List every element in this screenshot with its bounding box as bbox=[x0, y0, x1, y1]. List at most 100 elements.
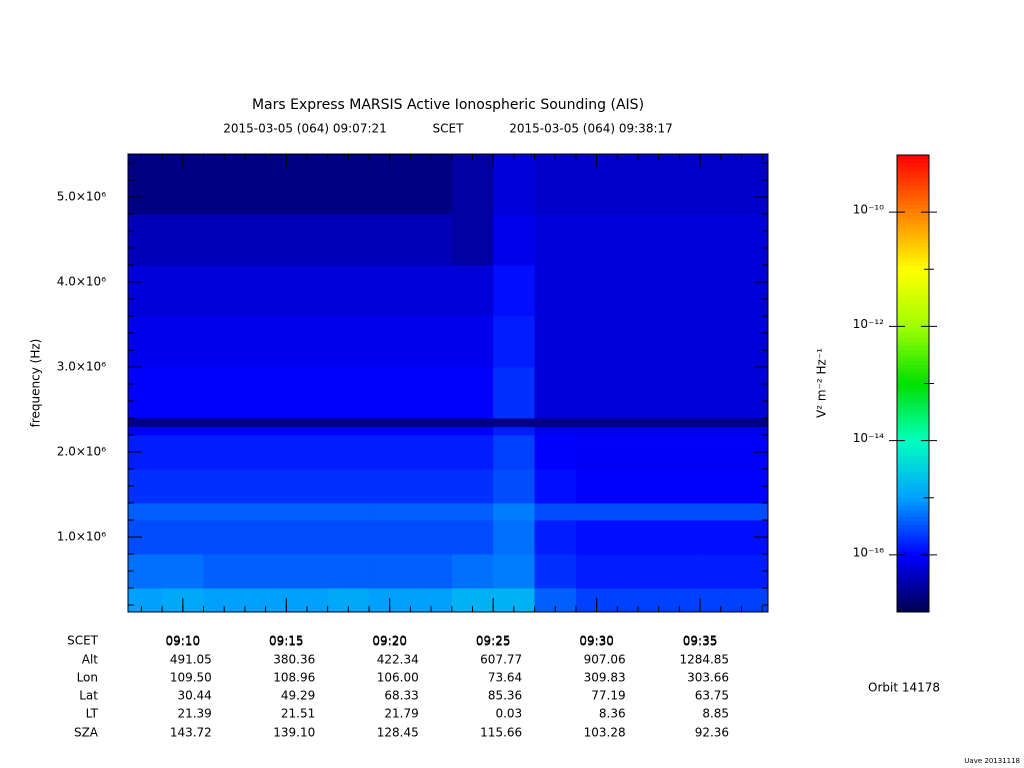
x-tick-label: 09:20 bbox=[372, 635, 407, 649]
colorbar-segment bbox=[897, 185, 929, 190]
ephemeris-time: 09:10 bbox=[166, 634, 201, 648]
colorbar-segment bbox=[897, 181, 929, 186]
heatmap-cell bbox=[128, 588, 163, 613]
ephemeris-value: 103.28 bbox=[584, 726, 626, 740]
colorbar-segment bbox=[897, 170, 929, 175]
heatmap-cell bbox=[244, 418, 287, 427]
colorbar-segment bbox=[897, 391, 929, 396]
colorbar-segment bbox=[897, 493, 929, 499]
heatmap-cell bbox=[162, 435, 204, 470]
heatmap-cell bbox=[617, 554, 660, 589]
heatmap-cell bbox=[162, 554, 204, 589]
heatmap-cell bbox=[286, 367, 329, 419]
heatmap-cell bbox=[327, 214, 370, 266]
heatmap-cell bbox=[617, 426, 660, 436]
heatmap-cell bbox=[451, 520, 494, 555]
colorbar-segment bbox=[897, 242, 929, 247]
heatmap-cell bbox=[575, 469, 618, 504]
heatmap-cell bbox=[203, 435, 246, 470]
heatmap-cell bbox=[286, 154, 329, 215]
ephemeris-label: LT bbox=[86, 707, 99, 721]
colorbar-segment bbox=[897, 535, 929, 541]
colorbar-segment bbox=[897, 608, 929, 613]
heatmap-cell bbox=[617, 469, 660, 504]
heatmap-cell bbox=[203, 418, 246, 427]
heatmap-cell bbox=[410, 214, 453, 266]
heatmap-cell bbox=[700, 435, 742, 470]
heatmap-cell bbox=[617, 154, 660, 215]
heatmap-cell bbox=[369, 520, 411, 555]
colorbar-segment bbox=[897, 341, 929, 346]
colorbar-segment bbox=[897, 250, 929, 255]
colorbar-segment bbox=[897, 162, 929, 167]
ephemeris-value: 128.45 bbox=[377, 726, 419, 740]
heatmap-cell bbox=[410, 520, 453, 555]
heatmap-cell bbox=[369, 435, 411, 470]
colorbar-segment bbox=[897, 524, 929, 529]
heatmap-cell bbox=[741, 503, 769, 521]
colorbar-segment bbox=[897, 417, 929, 423]
colorbar-segment bbox=[897, 231, 929, 236]
colorbar-segment bbox=[897, 448, 929, 453]
colorbar-segment bbox=[897, 303, 929, 308]
heatmap-cell bbox=[128, 503, 163, 521]
heatmap-cell bbox=[700, 316, 742, 368]
ephemeris-value: 8.36 bbox=[599, 707, 626, 721]
heatmap-cell bbox=[286, 316, 329, 368]
ephemeris-value: 907.06 bbox=[584, 653, 626, 667]
colorbar-segment bbox=[897, 299, 929, 305]
heatmap-cell bbox=[203, 214, 246, 266]
heatmap-cell bbox=[286, 554, 329, 589]
heatmap-cell bbox=[286, 520, 329, 555]
heatmap-cell bbox=[741, 214, 769, 266]
heatmap-cell bbox=[410, 367, 453, 419]
heatmap-cell bbox=[700, 214, 742, 266]
colorbar-segment bbox=[897, 174, 929, 179]
colorbar-segment bbox=[897, 463, 929, 468]
heatmap-cell bbox=[741, 154, 769, 215]
colorbar-segment bbox=[897, 573, 929, 579]
colorbar-segment bbox=[897, 227, 929, 232]
heatmap-cell bbox=[451, 554, 494, 589]
ephemeris-label: Lat bbox=[79, 689, 98, 703]
colorbar-segment bbox=[897, 360, 929, 365]
heatmap-cell bbox=[128, 154, 163, 215]
colorbar-segment bbox=[897, 261, 929, 266]
heatmap-cell bbox=[128, 426, 163, 436]
ephemeris-label: SCET bbox=[67, 634, 99, 648]
ephemeris-value: 68.33 bbox=[384, 689, 418, 703]
heatmap-cell bbox=[617, 214, 660, 266]
heatmap-cell bbox=[203, 469, 246, 504]
ephemeris-value: 380.36 bbox=[273, 653, 315, 667]
colorbar-segment bbox=[897, 547, 929, 552]
heatmap-cell bbox=[369, 426, 411, 436]
colorbar-segment bbox=[897, 558, 929, 563]
heatmap-cell bbox=[162, 316, 204, 368]
chart-title: Mars Express MARSIS Active Ionospheric S… bbox=[252, 97, 644, 113]
colorbar-segment bbox=[897, 215, 929, 221]
heatmap-cell bbox=[410, 503, 453, 521]
ephemeris-value: 607.77 bbox=[480, 653, 522, 667]
colorbar-segment bbox=[897, 497, 929, 503]
colorbar-segment bbox=[897, 436, 929, 442]
colorbar-segment bbox=[897, 193, 929, 198]
heatmap-cell bbox=[410, 469, 453, 504]
heatmap-cell bbox=[451, 154, 494, 215]
colorbar-segment bbox=[897, 387, 929, 392]
y-tick-label: 1.0×10⁶ bbox=[57, 530, 106, 544]
ephemeris-value: 0.03 bbox=[495, 707, 522, 721]
heatmap-cell bbox=[203, 520, 246, 555]
heatmap-cell bbox=[286, 426, 329, 436]
heatmap-cell bbox=[493, 367, 535, 419]
ephemeris-label: Lon bbox=[77, 671, 98, 685]
colorbar-segment bbox=[897, 410, 929, 415]
colorbar-segment bbox=[897, 212, 929, 217]
colorbar-segment bbox=[897, 592, 929, 598]
heatmap-cell bbox=[286, 503, 329, 521]
heatmap-cell bbox=[658, 214, 701, 266]
heatmap-cell bbox=[244, 367, 287, 419]
heatmap-cell bbox=[327, 435, 370, 470]
ephemeris-time: 09:30 bbox=[579, 634, 614, 648]
colorbar-segment bbox=[897, 318, 929, 324]
colorbar-segment bbox=[897, 288, 929, 293]
